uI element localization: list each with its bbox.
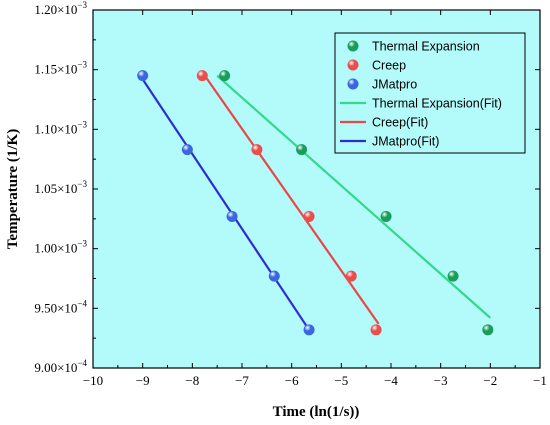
legend-label: JMatpro: [372, 78, 417, 92]
fit-line: [203, 75, 380, 325]
x-tick-label: −10: [83, 373, 103, 388]
x-tick-label: −5: [334, 373, 348, 388]
y-tick-label: 1.10×10−3: [34, 119, 87, 136]
data-points: [137, 70, 494, 336]
data-point: [196, 70, 208, 82]
x-tick-labels: −10 −9 −8 −7 −6 −5 −4 −3 −2 −1: [83, 373, 547, 388]
data-point: [303, 210, 315, 222]
x-tick-label: −4: [384, 373, 398, 388]
data-point: [447, 270, 459, 282]
legend: Thermal Expansion Creep JMatpro Thermal Exp…: [334, 32, 526, 154]
data-point: [219, 70, 231, 82]
fit-lines: [141, 74, 492, 331]
legend-marker: [347, 40, 359, 52]
x-tick-label: −6: [285, 373, 299, 388]
data-point: [268, 270, 280, 282]
legend-marker: [347, 78, 359, 90]
x-axis-title: Time (ln(1/s)): [273, 404, 360, 420]
x-tick-label: −7: [235, 373, 249, 388]
y-axis-title: Temperature (1/K): [5, 129, 21, 249]
data-point: [380, 210, 392, 222]
x-tick-label: −8: [185, 373, 199, 388]
legend-label: Thermal Expansion: [372, 40, 480, 54]
y-tick-label: 9.00×10−4: [34, 358, 87, 375]
x-tick-label: −1: [533, 373, 547, 388]
x-tick-label: −2: [483, 373, 497, 388]
data-point: [303, 324, 315, 336]
y-tick-label: 1.15×10−3: [34, 60, 87, 77]
y-tick-labels: 9.00×10−4 9.50×10−4 1.00×10−3 1.05×10−3 1.10…: [34, 0, 87, 375]
legend-box: [334, 32, 526, 154]
y-tick-label: 1.05×10−3: [34, 179, 87, 196]
data-point: [345, 270, 357, 282]
data-point: [226, 210, 238, 222]
y-tick-label: 1.20×10−3: [34, 0, 87, 17]
legend-label: JMatpro(Fit): [372, 135, 439, 149]
legend-marker: [347, 59, 359, 71]
legend-label: Creep: [372, 59, 406, 73]
legend-label: Creep(Fit): [372, 116, 428, 130]
fit-line: [216, 74, 492, 319]
data-point: [370, 324, 382, 336]
x-tick-label: −9: [136, 373, 150, 388]
data-point: [251, 144, 263, 156]
data-point: [482, 324, 494, 336]
plot-frame: [92, 9, 541, 369]
data-point: [137, 70, 149, 82]
data-point: [296, 144, 308, 156]
legend-label: Thermal Expansion(Fit): [372, 97, 502, 111]
data-point: [181, 144, 193, 156]
y-tick-label: 1.00×10−3: [34, 239, 87, 256]
x-tick-label: −3: [434, 373, 448, 388]
fit-line: [141, 78, 310, 331]
y-tick-label: 9.50×10−4: [34, 298, 87, 315]
